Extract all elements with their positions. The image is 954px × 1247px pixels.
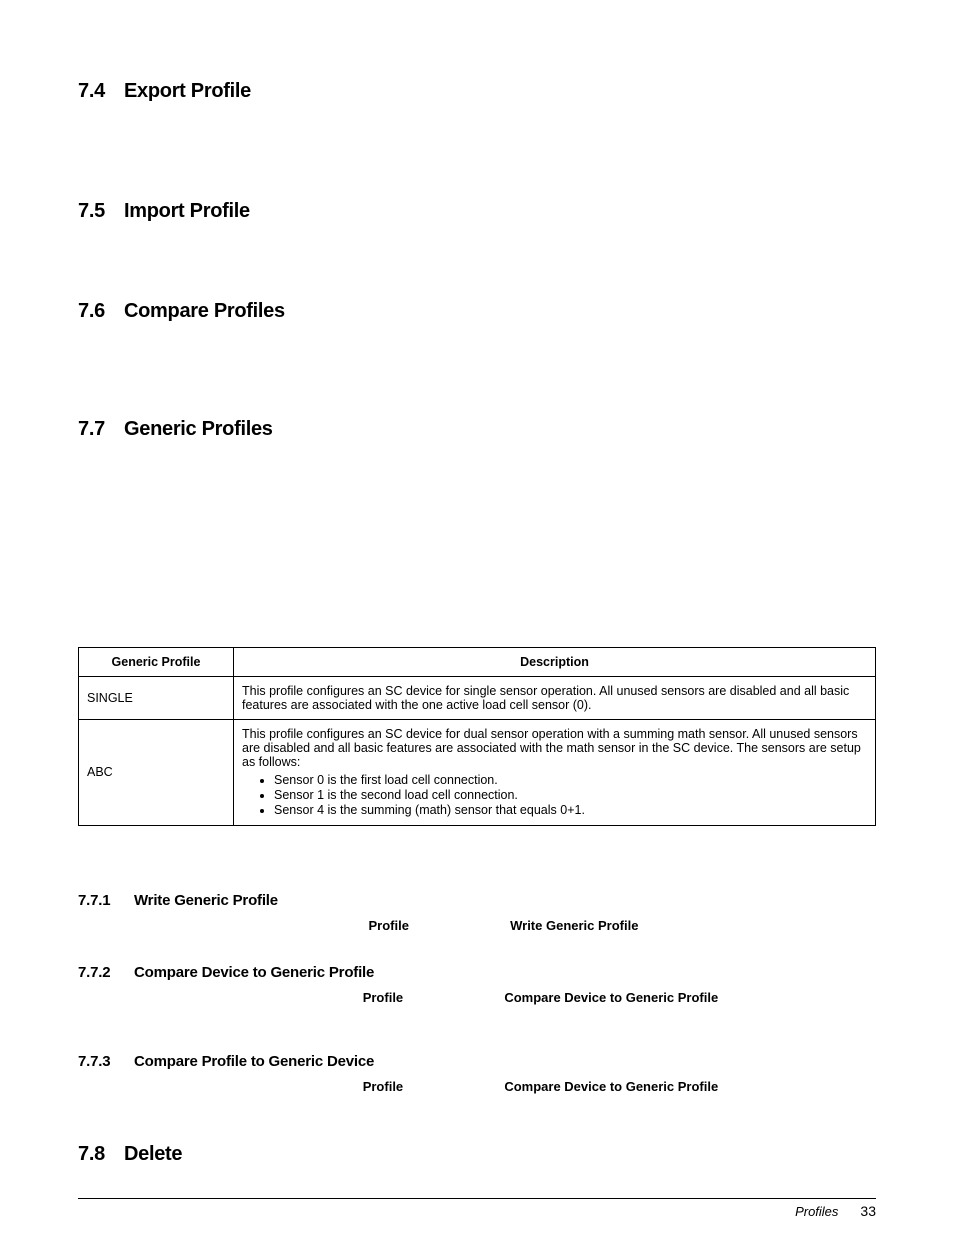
table-bullet: Sensor 1 is the second load cell connect… [274, 788, 867, 802]
subheading-num: 7.7.2 [78, 964, 114, 981]
heading-title: Generic Profiles [124, 418, 273, 441]
subheading-title: Write Generic Profile [134, 892, 278, 909]
body-7-8: Deletes the selected profile. [78, 1178, 876, 1197]
heading-7-7-1: 7.7.1 Write Generic Profile [78, 892, 876, 909]
table-cell-profile: ABC [79, 719, 234, 825]
subheading-title: Compare Profile to Generic Device [134, 1053, 374, 1070]
table-row: ABC This profile configures an SC device… [79, 719, 876, 825]
body-7-7-p2: Current available generic profiles are l… [78, 501, 876, 539]
subheading-num: 7.7.3 [78, 1053, 114, 1070]
body-7-7-2: To compare a device to a generic profile… [78, 989, 876, 1008]
text-mid: menu, then click [403, 1079, 504, 1094]
subheading-num: 7.7.1 [78, 892, 114, 909]
heading-num: 7.8 [78, 1143, 110, 1166]
body-7-6: Compares two profiles. Highlight two pro… [78, 335, 876, 373]
footer-section: Profiles [795, 1204, 838, 1219]
heading-7-7-2: 7.7.2 Compare Device to Generic Profile [78, 964, 876, 981]
heading-num: 7.6 [78, 300, 110, 323]
table-header-profile: Generic Profile [79, 647, 234, 676]
generic-profiles-table: Generic Profile Description SINGLE This … [78, 647, 876, 826]
text-mid: menu, then click [403, 990, 504, 1005]
text-bold: Compare Device to Generic Profile [504, 1079, 718, 1094]
text-pre: To write a generic profile to an SC devi… [78, 918, 368, 933]
table-bullet: Sensor 0 is the first load cell connecti… [274, 773, 867, 787]
text-post: . [718, 1079, 722, 1094]
text-post: . [718, 990, 722, 1005]
text-bold: Profile [363, 1079, 403, 1094]
heading-num: 7.7 [78, 418, 110, 441]
heading-7-8: 7.8 Delete [78, 1143, 876, 1166]
heading-title: Import Profile [124, 200, 250, 223]
heading-title: Delete [124, 1143, 182, 1166]
body-7-7-p1: Generic profiles are included with the S… [78, 453, 876, 491]
heading-7-7: 7.7 Generic Profiles [78, 418, 876, 441]
text-pre: To compare a profile to a generic device… [78, 1079, 363, 1094]
subheading-title: Compare Device to Generic Profile [134, 964, 374, 981]
text-bold: Write Generic Profile [510, 918, 638, 933]
table-caption: Table 7-1. Generic Profiles [78, 858, 876, 872]
table-cell-description: This profile configures an SC device for… [234, 719, 876, 825]
body-7-5: Imports a profile from the PC in the for… [78, 235, 876, 254]
table-cell-desc-intro: This profile configures an SC device for… [242, 727, 867, 769]
table-cell-bullet-list: Sensor 0 is the first load cell connecti… [242, 773, 867, 817]
footer-page-number: 33 [860, 1203, 876, 1219]
heading-num: 7.4 [78, 80, 110, 103]
table-header-description: Description [234, 647, 876, 676]
table-row: SINGLE This profile configures an SC dev… [79, 676, 876, 719]
text-bold: Compare Device to Generic Profile [504, 990, 718, 1005]
body-7-7-1: To write a generic profile to an SC devi… [78, 917, 876, 936]
text-mid: menu, then click [409, 918, 510, 933]
text-post: . [638, 918, 642, 933]
table-cell-profile: SINGLE [79, 676, 234, 719]
text-bold: Profile [363, 990, 403, 1005]
heading-title: Compare Profiles [124, 300, 285, 323]
table-cell-description: This profile configures an SC device for… [234, 676, 876, 719]
heading-7-6: 7.6 Compare Profiles [78, 300, 876, 323]
page-footer: Profiles 33 [78, 1198, 876, 1219]
heading-title: Export Profile [124, 80, 251, 103]
heading-7-4: 7.4 Export Profile [78, 80, 876, 103]
text-bold: Profile [368, 918, 408, 933]
heading-7-7-3: 7.7.3 Compare Profile to Generic Device [78, 1053, 876, 1070]
text-pre: To compare a device to a generic profile… [78, 990, 363, 1005]
table-bullet: Sensor 4 is the summing (math) sensor th… [274, 803, 867, 817]
heading-num: 7.5 [78, 200, 110, 223]
heading-7-5: 7.5 Import Profile [78, 200, 876, 223]
body-7-4: Exports the selected profile from the PC… [78, 115, 876, 134]
body-7-7-3: To compare a profile to a generic device… [78, 1078, 876, 1097]
